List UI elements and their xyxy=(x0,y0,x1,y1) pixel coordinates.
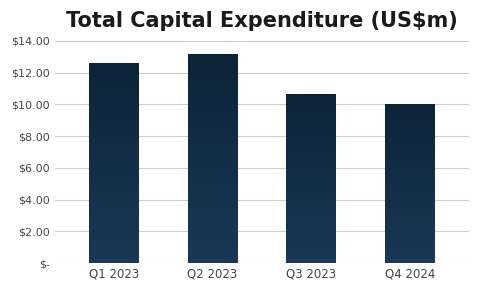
Title: Total Capital Expenditure (US$m): Total Capital Expenditure (US$m) xyxy=(66,11,458,31)
